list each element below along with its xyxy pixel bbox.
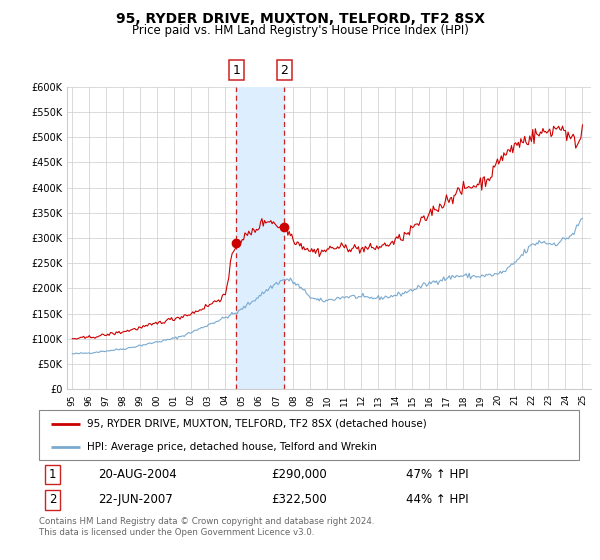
- Text: 47% ↑ HPI: 47% ↑ HPI: [406, 468, 469, 481]
- Text: 95, RYDER DRIVE, MUXTON, TELFORD, TF2 8SX: 95, RYDER DRIVE, MUXTON, TELFORD, TF2 8S…: [115, 12, 485, 26]
- Text: 95, RYDER DRIVE, MUXTON, TELFORD, TF2 8SX (detached house): 95, RYDER DRIVE, MUXTON, TELFORD, TF2 8S…: [86, 418, 426, 428]
- Text: 22-JUN-2007: 22-JUN-2007: [98, 493, 173, 506]
- Text: 2: 2: [49, 493, 56, 506]
- Text: Contains HM Land Registry data © Crown copyright and database right 2024.
This d: Contains HM Land Registry data © Crown c…: [39, 517, 374, 537]
- Text: 2: 2: [280, 64, 289, 77]
- Text: 20-AUG-2004: 20-AUG-2004: [98, 468, 177, 481]
- Text: HPI: Average price, detached house, Telford and Wrekin: HPI: Average price, detached house, Telf…: [86, 442, 376, 452]
- Bar: [236, 87, 284, 389]
- Text: 44% ↑ HPI: 44% ↑ HPI: [406, 493, 469, 506]
- Text: £322,500: £322,500: [271, 493, 327, 506]
- Text: £290,000: £290,000: [271, 468, 327, 481]
- Text: 1: 1: [232, 64, 240, 77]
- Text: 1: 1: [49, 468, 56, 481]
- Text: Price paid vs. HM Land Registry's House Price Index (HPI): Price paid vs. HM Land Registry's House …: [131, 24, 469, 36]
